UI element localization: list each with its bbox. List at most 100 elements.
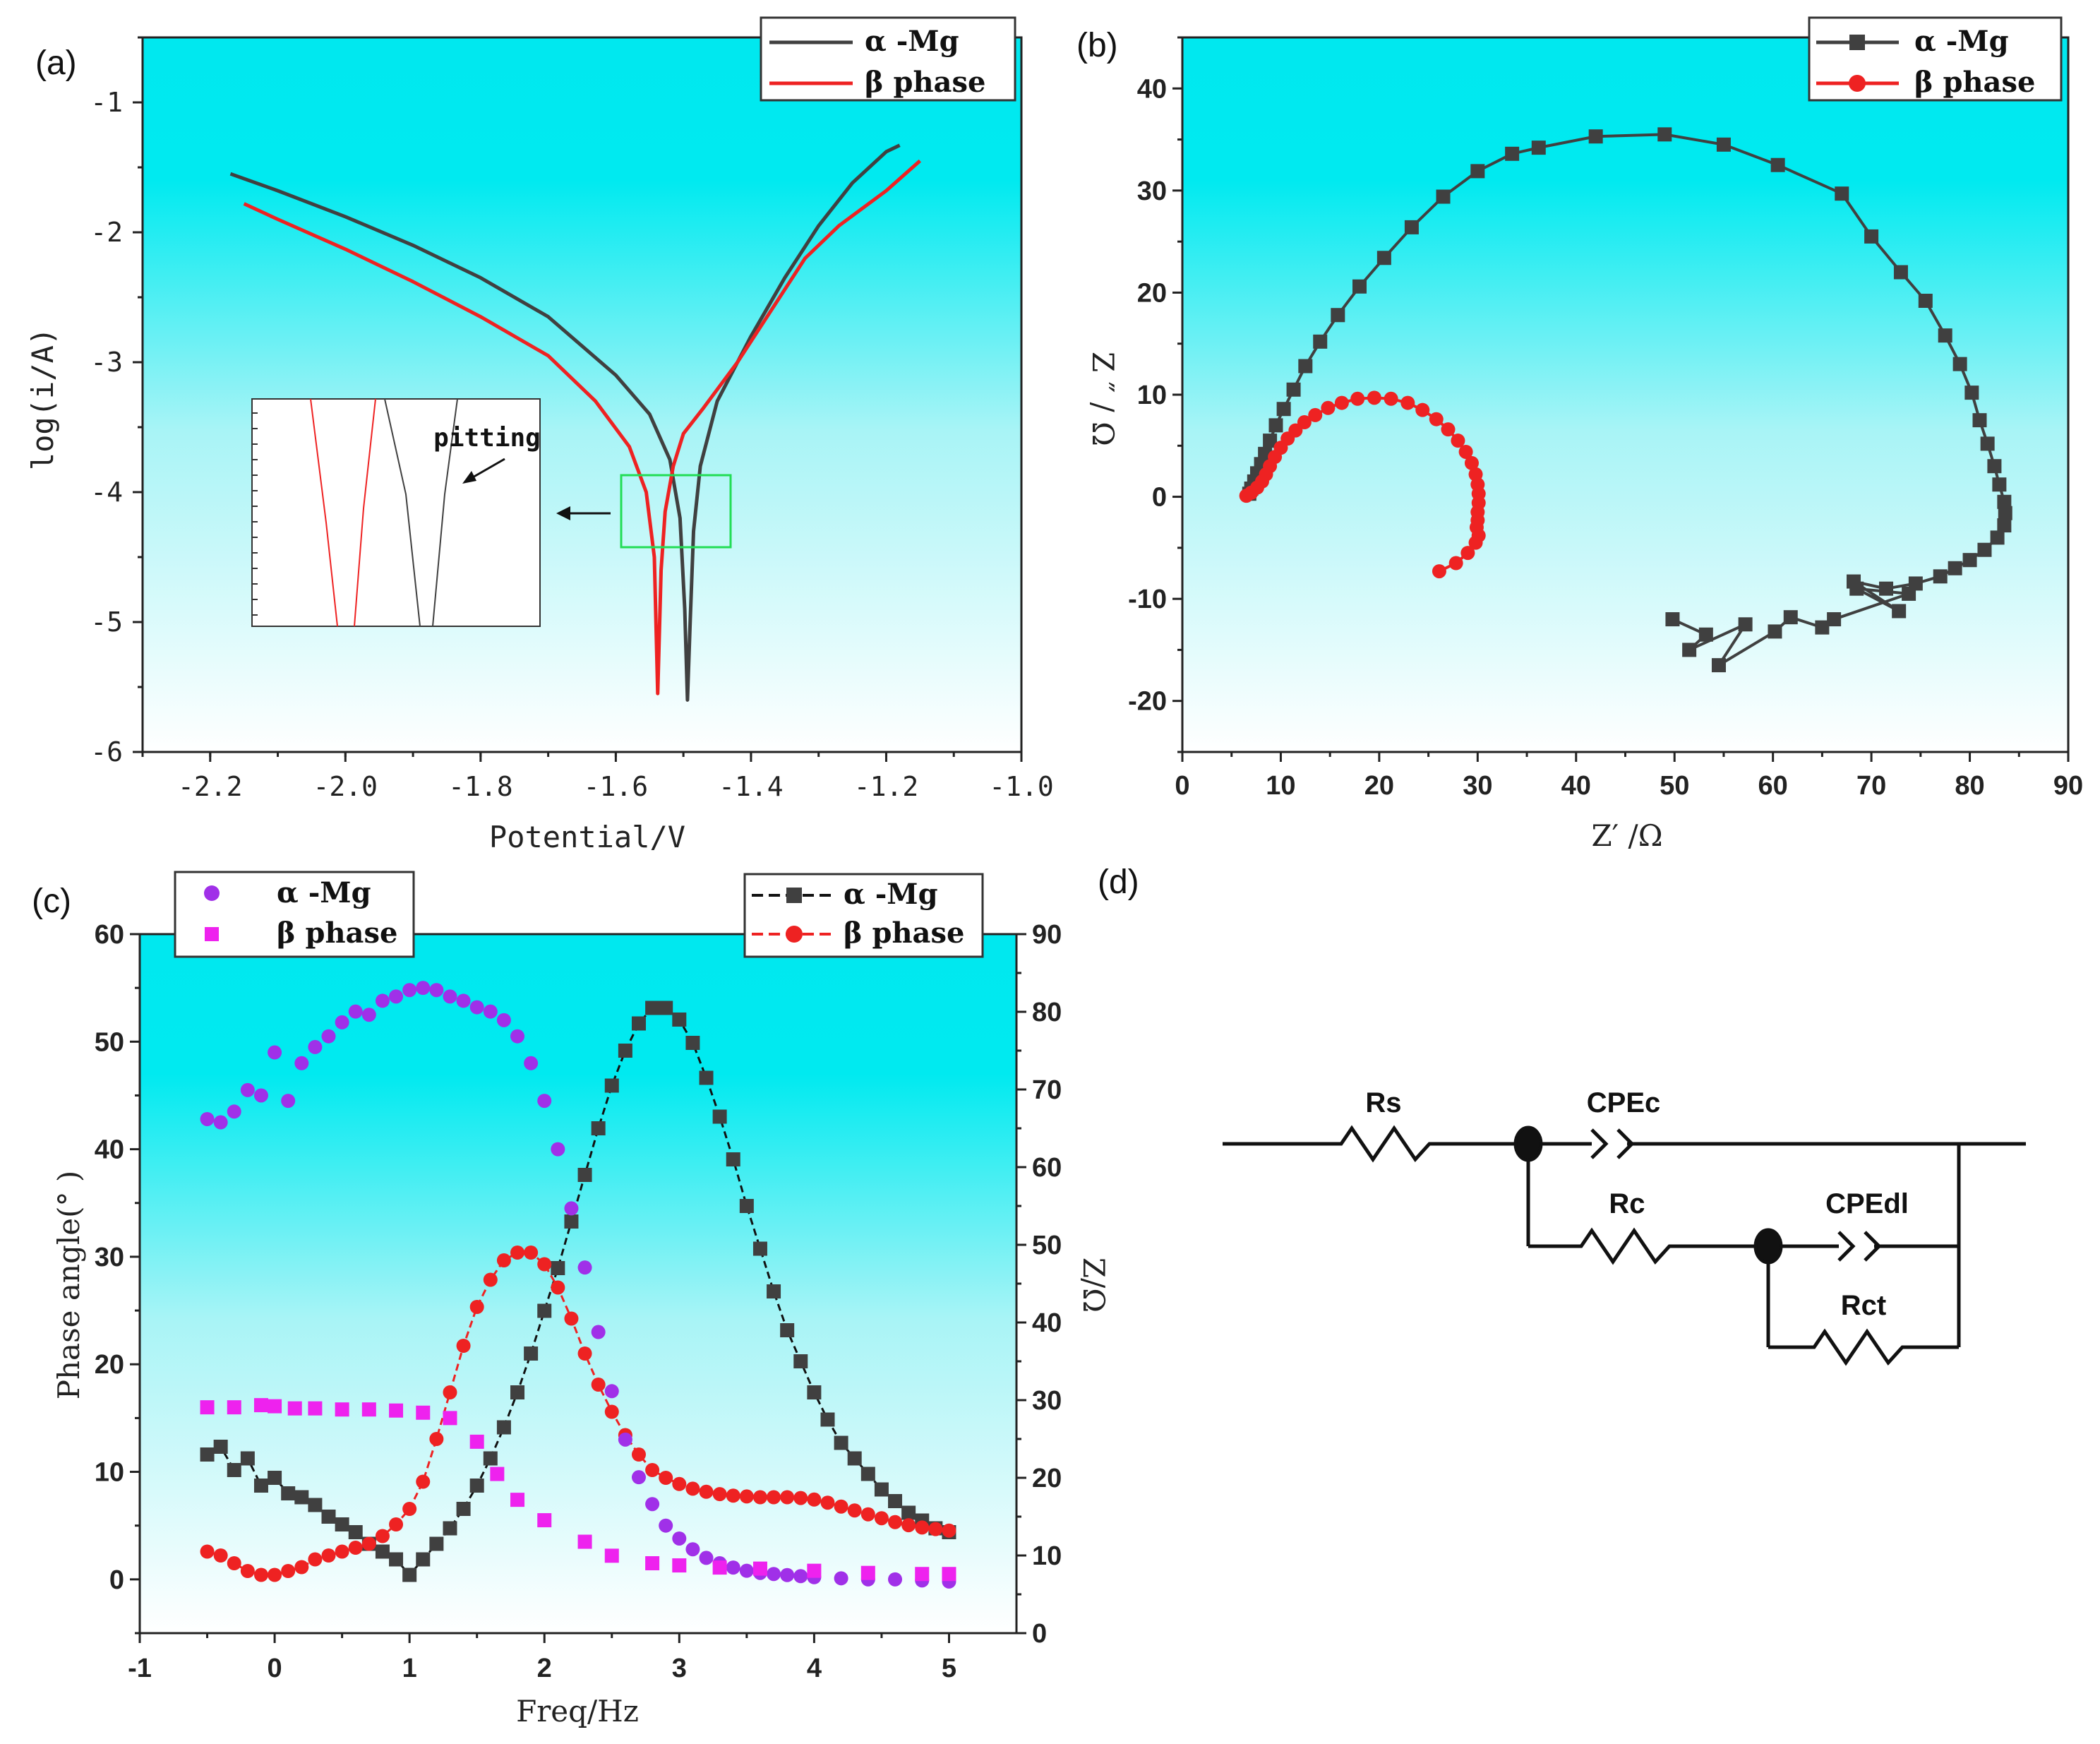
chart-c-point-right-beta [294,1560,309,1575]
chart-c-point-left-alpha [510,1029,525,1044]
chart-a-frame [141,36,1023,753]
chart-b-xtick-label: 10 [1266,771,1295,801]
chart-c-point-right-beta [645,1463,660,1477]
pitting-arrow-line [471,458,505,479]
chart-c-point-left-alpha [685,1542,700,1557]
chart-b-point-alpha [1902,586,1916,601]
chart-c-ytick-left-label: 20 [95,1350,124,1380]
resistor-rct [1804,1328,1913,1366]
chart-c-point-right-beta [888,1515,903,1529]
chart-c-point-right-beta [213,1548,228,1563]
chart-b-point-alpha [1849,581,1864,596]
chart-c-point-right-beta [348,1541,363,1555]
chart-c-xlabel: Freq/Hz [516,1694,639,1728]
chart-b-point-beta [1384,391,1398,406]
chart-b-point-alpha [1997,494,2012,509]
chart-c-ytick-right-label: 90 [1032,920,1062,950]
chart-c-point-left-alpha [564,1201,579,1216]
chart-b-point-alpha [1962,553,1977,568]
chart-c-point-left-alpha [416,981,431,996]
chart-c-point-left-alpha [739,1563,754,1578]
chart-b-ytick-label: -10 [1128,585,1167,614]
chart-c-ytick-left-label: 60 [95,920,124,950]
chart-c-point-right-beta [551,1280,565,1295]
chart-c-ytick-left-label: 30 [95,1243,124,1272]
panel-label-d: (d) [1098,864,1139,901]
chart-c-legend-left-alpha: α -Mg [277,876,371,909]
chart-c-point-left-alpha [591,1325,606,1339]
chart-c-legend-left-alpha-marker [204,885,220,901]
chart-c-point-right-beta [308,1552,323,1567]
chart-b-legend: α -Mg β phase [1808,16,2063,102]
chart-c-point-left-alpha [483,1004,498,1019]
chart-c-point-right-alpha [699,1070,714,1085]
chart-b-point-beta [1432,564,1446,579]
chart-c-legend-right-box [743,873,984,958]
chart-c-point-right-beta [780,1490,795,1505]
chart-c-point-right-alpha [294,1490,309,1505]
chart-b-point-beta [1415,402,1430,417]
chart-c-point-right-beta [456,1339,471,1353]
chart-c-point-left-alpha [281,1094,296,1109]
chart-b-point-alpha [1331,308,1345,323]
chart-c-point-left-alpha [375,993,390,1008]
chart-b-point-alpha [1964,386,1979,400]
chart-b-point-alpha [1276,402,1291,417]
chart-c-point-left-alpha [524,1056,539,1070]
chart-c-legend-right-beta: β phase [844,916,964,950]
chart-a: -2.2 -2.0 -1.8 -1.6 -1.4 -1.2 -1.0 -6 -5 -4 -3 -2 -1… [25,16,1054,854]
chart-c-point-left-alpha [551,1142,565,1157]
chart-c-point-left-alpha [402,983,417,998]
chart-c-point-right-beta [510,1246,525,1260]
panel-label-b: (b) [1076,27,1118,64]
chart-c-point-left-beta [268,1399,282,1414]
chart-c-point-right-alpha [888,1494,903,1508]
chart-b-ytick-label: -20 [1128,687,1167,717]
chart-c-point-right-beta [915,1520,930,1535]
chart-b-point-alpha [1505,146,1520,161]
chart-b-point-alpha [1972,413,1987,428]
chart-a-legend-box [760,16,1016,102]
chart-b-point-alpha [1997,518,2012,533]
chart-c-xtick-label: 5 [942,1654,956,1683]
chart-b-point-alpha [1948,561,1962,575]
chart-b-point-alpha [1892,604,1907,619]
chart-b-point-alpha [1980,436,1995,451]
chart-c-point-right-beta [834,1499,848,1514]
chart-c-point-left-beta [752,1561,767,1576]
chart-c-point-right-alpha [335,1517,349,1531]
chart-c-point-right-beta [672,1476,687,1491]
chart-b-point-alpha [1835,186,1849,201]
chart-a-legend-alpha: α -Mg [865,25,959,58]
chart-b-point-alpha [1783,610,1798,625]
chart-c-point-right-beta [496,1253,511,1267]
chart-b-point-beta [1350,391,1365,406]
chart-c-point-left-alpha [631,1470,646,1485]
chart-c-legend-right-alpha: α -Mg [844,878,938,911]
chart-b-legend-alpha-marker [1849,35,1865,50]
chart-c-point-left-beta [361,1402,376,1417]
chart-c-point-left-beta [389,1403,404,1418]
chart-c-point-right-beta [928,1522,943,1536]
chart-c-ytick-left-label: 50 [95,1027,124,1057]
resistor-rs [1331,1125,1440,1163]
chart-c-point-right-alpha [793,1354,808,1368]
label-cpedl: CPEdl [1825,1188,1909,1219]
chart-b-point-beta [1297,415,1312,430]
chart-b-point-alpha [1864,229,1879,244]
chart-b-point-beta [1288,423,1303,438]
chart-c-point-left-alpha [645,1497,660,1512]
chart-b-point-alpha [1711,658,1726,673]
chart-c-point-left-beta [253,1398,268,1413]
chart-b-point-beta [1458,444,1473,459]
chart-b-point-alpha [1682,643,1697,657]
resistor-rc [1571,1227,1680,1265]
chart-b-point-alpha [1313,334,1328,349]
chart-c-point-right-alpha [483,1451,498,1466]
chart-c-xtick-label: 1 [402,1654,417,1683]
chart-b-xtick-label: 80 [1955,771,1984,801]
chart-b-point-alpha [1990,530,2005,545]
chart-b-xtick-label: 40 [1561,771,1591,801]
chart-c-point-right-alpha [659,1001,673,1015]
chart-c-point-right-alpha [200,1447,215,1462]
